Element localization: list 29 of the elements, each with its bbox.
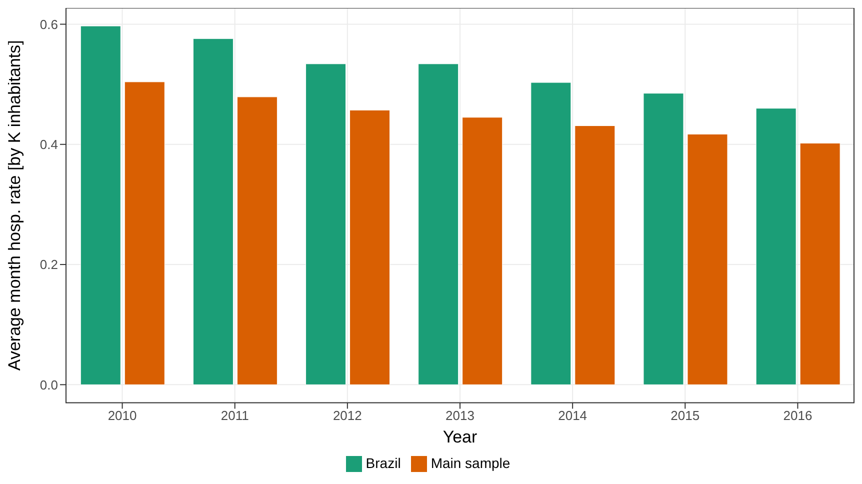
bar <box>350 110 390 385</box>
y-tick-label: 0.6 <box>40 16 58 32</box>
x-tick-label: 2015 <box>670 408 700 423</box>
x-axis-title: Year <box>442 428 478 447</box>
x-tick-label: 2014 <box>558 408 588 423</box>
x-tick-label: 2016 <box>783 408 812 423</box>
y-tick-label: 0.0 <box>40 377 58 392</box>
bar <box>80 26 121 385</box>
legend-label: Brazil <box>366 454 401 471</box>
y-tick-label: 0.4 <box>40 136 58 152</box>
y-tick-label: 0.2 <box>40 257 58 272</box>
bar <box>530 82 572 385</box>
bar <box>236 96 278 385</box>
x-tick-label: 2013 <box>446 408 474 423</box>
bar <box>418 64 459 385</box>
bar <box>462 117 503 385</box>
bar <box>756 108 796 385</box>
bar <box>574 126 616 385</box>
bar <box>192 38 234 385</box>
x-tick-label: 2012 <box>332 408 362 423</box>
y-axis-title: Average month hosp. rate [by K inhabitants] <box>5 40 24 371</box>
bar <box>124 82 165 385</box>
legend-label: Main sample <box>430 454 510 471</box>
bar <box>306 64 346 385</box>
bar <box>687 134 728 385</box>
x-tick-label: 2010 <box>108 408 137 423</box>
x-tick-label: 2011 <box>220 408 249 423</box>
bar <box>800 142 840 385</box>
bar <box>643 93 684 385</box>
